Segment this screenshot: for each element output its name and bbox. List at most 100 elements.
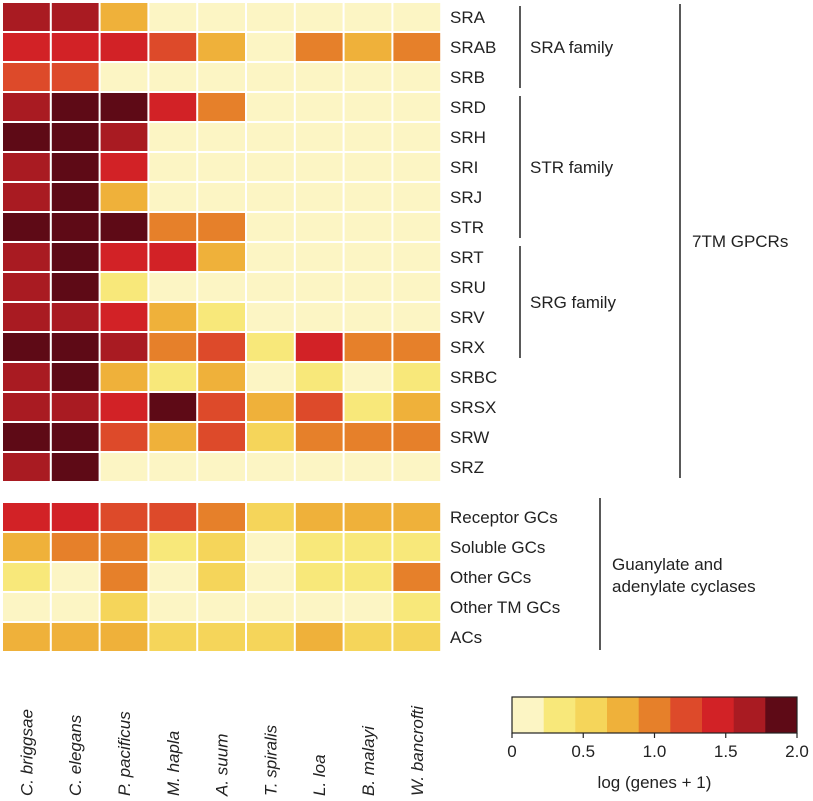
gpcr-cell-13-3 xyxy=(149,393,197,421)
gpcr-cell-15-3 xyxy=(149,453,197,481)
cyclase-cell-3-4 xyxy=(198,593,245,621)
gpcr-cell-6-0 xyxy=(3,183,50,211)
colorbar-tick-label: 2.0 xyxy=(785,742,809,761)
species-label: T. spiralis xyxy=(261,724,280,796)
gpcr-cell-3-2 xyxy=(100,93,148,121)
cyclase-cell-1-6 xyxy=(295,533,343,561)
cyclase-cell-3-8 xyxy=(393,593,441,621)
cyclase-cell-1-0 xyxy=(3,533,50,561)
colorbar-segment xyxy=(575,697,608,733)
cyclase-cell-4-7 xyxy=(344,623,392,651)
gpcr-cell-13-0 xyxy=(3,393,50,421)
gpcr-row-label: STR xyxy=(450,218,484,237)
gpcr-cell-11-0 xyxy=(3,333,50,361)
gpcr-cell-7-0 xyxy=(3,213,50,241)
gpcr-cell-14-7 xyxy=(344,423,392,451)
gpcr-cell-1-1 xyxy=(51,33,99,61)
cyclase-cell-0-8 xyxy=(393,503,441,531)
colorbar-segment xyxy=(702,697,735,733)
cyclase-cell-1-7 xyxy=(344,533,392,561)
cyclase-cell-3-0 xyxy=(3,593,50,621)
gpcr-cell-5-5 xyxy=(247,153,294,181)
gpcr-cell-5-7 xyxy=(344,153,392,181)
gpcr-cell-3-5 xyxy=(247,93,294,121)
gpcr-cell-7-1 xyxy=(51,213,99,241)
gpcr-cell-5-3 xyxy=(149,153,197,181)
gpcr-cell-6-8 xyxy=(393,183,441,211)
gpcr-cell-8-7 xyxy=(344,243,392,271)
cyclase-cell-0-2 xyxy=(100,503,148,531)
species-label: A. suum xyxy=(213,734,232,797)
gpcr-cell-3-3 xyxy=(149,93,197,121)
gpcr-cell-10-4 xyxy=(198,303,245,331)
cyclase-cell-2-5 xyxy=(247,563,294,591)
cyclase-group-label-line: adenylate cyclases xyxy=(612,577,756,596)
gpcr-cell-9-1 xyxy=(51,273,99,301)
cyclase-row-label: ACs xyxy=(450,628,482,647)
cyclase-cell-3-2 xyxy=(100,593,148,621)
colorbar-segment xyxy=(543,697,576,733)
gpcr-cell-0-8 xyxy=(393,3,441,31)
gpcr-cell-9-2 xyxy=(100,273,148,301)
gpcr-row-label: SRU xyxy=(450,278,486,297)
gpcr-cell-7-7 xyxy=(344,213,392,241)
gpcr-cell-0-1 xyxy=(51,3,99,31)
gpcr-row-label: SRA xyxy=(450,8,486,27)
species-label: L. loa xyxy=(310,754,329,796)
gpcr-cell-12-1 xyxy=(51,363,99,391)
gpcr-row-label: SRW xyxy=(450,428,489,447)
gpcr-cell-1-6 xyxy=(295,33,343,61)
gpcr-cell-10-5 xyxy=(247,303,294,331)
gpcr-cell-12-2 xyxy=(100,363,148,391)
colorbar-segment xyxy=(638,697,671,733)
cyclase-row-label: Other GCs xyxy=(450,568,531,587)
gpcr-cell-11-8 xyxy=(393,333,441,361)
gpcr-row-label: SRH xyxy=(450,128,486,147)
gpcr-cell-4-2 xyxy=(100,123,148,151)
gpcr-cell-13-1 xyxy=(51,393,99,421)
gpcr-cell-7-8 xyxy=(393,213,441,241)
cyclase-cell-2-0 xyxy=(3,563,50,591)
species-label: M. hapla xyxy=(164,731,183,796)
gpcr-cell-11-5 xyxy=(247,333,294,361)
gpcr-cell-4-8 xyxy=(393,123,441,151)
gpcr-cell-14-1 xyxy=(51,423,99,451)
gpcr-cell-12-4 xyxy=(198,363,245,391)
cyclase-cell-2-7 xyxy=(344,563,392,591)
gpcr-cell-0-6 xyxy=(295,3,343,31)
gpcr-cell-0-3 xyxy=(149,3,197,31)
cyclase-cell-4-4 xyxy=(198,623,245,651)
cyclase-cell-3-7 xyxy=(344,593,392,621)
gpcr-cell-5-0 xyxy=(3,153,50,181)
gpcr-cell-6-2 xyxy=(100,183,148,211)
gpcr-cell-2-8 xyxy=(393,63,441,91)
gpcr-row-label: SRI xyxy=(450,158,478,177)
gpcr-cell-2-2 xyxy=(100,63,148,91)
gpcr-cell-8-6 xyxy=(295,243,343,271)
cyclase-cell-1-4 xyxy=(198,533,245,561)
cyclase-cell-0-3 xyxy=(149,503,197,531)
gpcr-cell-1-8 xyxy=(393,33,441,61)
gpcr-cell-15-7 xyxy=(344,453,392,481)
gpcr-cell-13-8 xyxy=(393,393,441,421)
gpcr-cell-2-4 xyxy=(198,63,245,91)
cyclase-cell-4-6 xyxy=(295,623,343,651)
gpcr-cell-13-2 xyxy=(100,393,148,421)
gpcr-cell-6-1 xyxy=(51,183,99,211)
cyclase-cell-4-5 xyxy=(247,623,294,651)
group-label: SRG family xyxy=(530,293,616,312)
gpcr-cell-10-2 xyxy=(100,303,148,331)
cyclase-cell-0-7 xyxy=(344,503,392,531)
cyclase-cell-4-3 xyxy=(149,623,197,651)
cyclase-cell-1-5 xyxy=(247,533,294,561)
species-label: C. briggsae xyxy=(17,709,36,796)
group-label: STR family xyxy=(530,158,614,177)
gpcr-cell-0-5 xyxy=(247,3,294,31)
gpcr-cell-9-3 xyxy=(149,273,197,301)
cyclase-row-label: Receptor GCs xyxy=(450,508,558,527)
gpcr-cell-3-1 xyxy=(51,93,99,121)
cyclase-cell-3-3 xyxy=(149,593,197,621)
gpcr-cell-4-6 xyxy=(295,123,343,151)
gpcr-row-label: SRBC xyxy=(450,368,497,387)
